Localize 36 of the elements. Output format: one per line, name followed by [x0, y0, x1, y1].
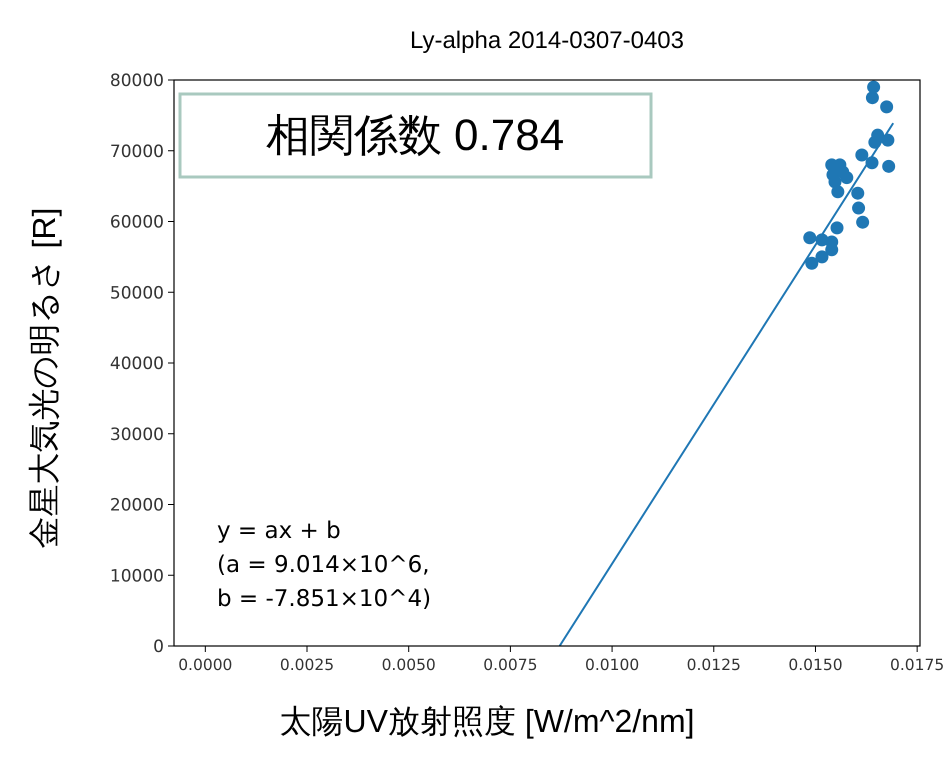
- point: [852, 202, 866, 215]
- point: [866, 91, 879, 104]
- point: [831, 185, 844, 198]
- point: [805, 256, 818, 270]
- point: [803, 231, 816, 244]
- x-tick-label: 0.0100: [584, 656, 640, 674]
- annotation: y = ax + b (a = 9.014×10^6, b = -7.851×10^4): [217, 518, 432, 612]
- point: [882, 160, 896, 173]
- point: [840, 171, 854, 184]
- point: [856, 216, 870, 229]
- y-tick-label: 70000: [110, 142, 164, 162]
- point: [867, 80, 880, 94]
- x-tick-label: 0.0150: [788, 656, 843, 674]
- y-tick-label: 20000: [110, 496, 164, 516]
- point: [830, 221, 844, 234]
- y-tick-label: 60000: [110, 212, 164, 232]
- y-tick-label: 10000: [110, 566, 164, 586]
- x-tick-label: 0.0125: [686, 656, 741, 674]
- y-tick-label: 50000: [110, 283, 164, 304]
- y-tick-label: 40000: [110, 354, 164, 374]
- x-tick-label: 0.0000: [178, 656, 232, 674]
- y-axis-title: 金星大気光の明るさ [R]: [26, 208, 62, 548]
- x-tick-label: 0.0025: [280, 656, 334, 674]
- point: [815, 250, 828, 264]
- y-tick-label: 30000: [110, 424, 164, 445]
- y-tick-label: 0: [153, 637, 164, 657]
- x-tick-label: 0.0050: [382, 656, 436, 674]
- x-tick-label: 0.0075: [483, 656, 538, 674]
- x-tick-label: 0.0175: [890, 656, 944, 674]
- chart-title: Ly-alpha 2014-0307-0403: [410, 27, 684, 54]
- annotation: 相関係数 0.784: [266, 111, 564, 160]
- point: [880, 100, 894, 114]
- point: [855, 148, 868, 162]
- y-tick-label: 80000: [110, 71, 164, 91]
- x-axis-title: 太陽UV放射照度 [W/m^2/nm]: [279, 703, 695, 739]
- point: [851, 186, 864, 200]
